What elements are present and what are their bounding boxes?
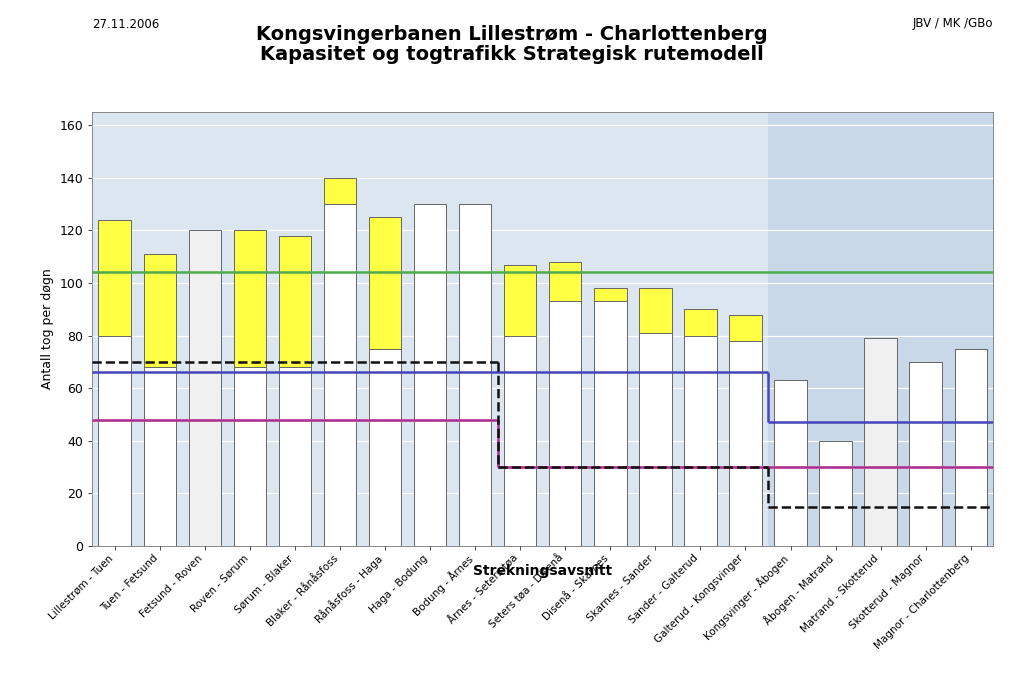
Text: Kongsvingerbanen Lillestrøm - Charlottenberg: Kongsvingerbanen Lillestrøm - Charlotten… xyxy=(256,25,768,43)
Bar xyxy=(864,362,897,546)
Bar xyxy=(324,204,356,546)
Bar xyxy=(143,367,176,546)
Bar xyxy=(279,236,311,367)
Bar xyxy=(774,380,807,546)
Bar xyxy=(639,333,672,546)
Bar xyxy=(504,265,537,335)
Bar xyxy=(768,112,993,546)
Bar xyxy=(954,349,987,546)
Bar xyxy=(233,367,266,546)
Bar xyxy=(729,341,762,546)
Bar xyxy=(729,314,762,341)
Bar xyxy=(819,441,852,546)
Bar xyxy=(684,309,717,335)
Bar xyxy=(98,220,131,335)
Bar xyxy=(549,302,582,546)
Bar xyxy=(864,338,897,546)
Bar xyxy=(98,375,131,546)
Bar xyxy=(594,288,627,302)
Bar xyxy=(188,230,221,546)
Text: JBV / MK /GBo: JBV / MK /GBo xyxy=(912,18,993,31)
Text: Kapasitet og togtrafikk Strategisk rutemodell: Kapasitet og togtrafikk Strategisk rutem… xyxy=(260,46,764,64)
Bar xyxy=(98,335,131,546)
Bar xyxy=(909,362,942,546)
Bar xyxy=(774,380,807,546)
Bar xyxy=(459,204,492,546)
Bar xyxy=(143,375,176,546)
Bar xyxy=(594,302,627,546)
Bar xyxy=(684,335,717,546)
Bar xyxy=(729,375,762,546)
Bar xyxy=(279,367,311,546)
Bar xyxy=(92,112,768,546)
Y-axis label: Antall tog per døgn: Antall tog per døgn xyxy=(41,269,53,389)
Bar xyxy=(639,288,672,333)
Text: 27.11.2006: 27.11.2006 xyxy=(92,18,160,31)
Bar xyxy=(549,262,582,302)
Text: Strekningsavsnitt: Strekningsavsnitt xyxy=(473,564,612,577)
Bar xyxy=(504,335,537,546)
Bar xyxy=(143,254,176,367)
Bar xyxy=(414,204,446,546)
Bar xyxy=(819,441,852,546)
Bar xyxy=(864,441,897,546)
Bar xyxy=(369,217,401,349)
Bar xyxy=(324,178,356,204)
Bar xyxy=(909,362,942,546)
Bar xyxy=(233,230,266,367)
Bar xyxy=(369,349,401,546)
Bar xyxy=(954,349,987,546)
